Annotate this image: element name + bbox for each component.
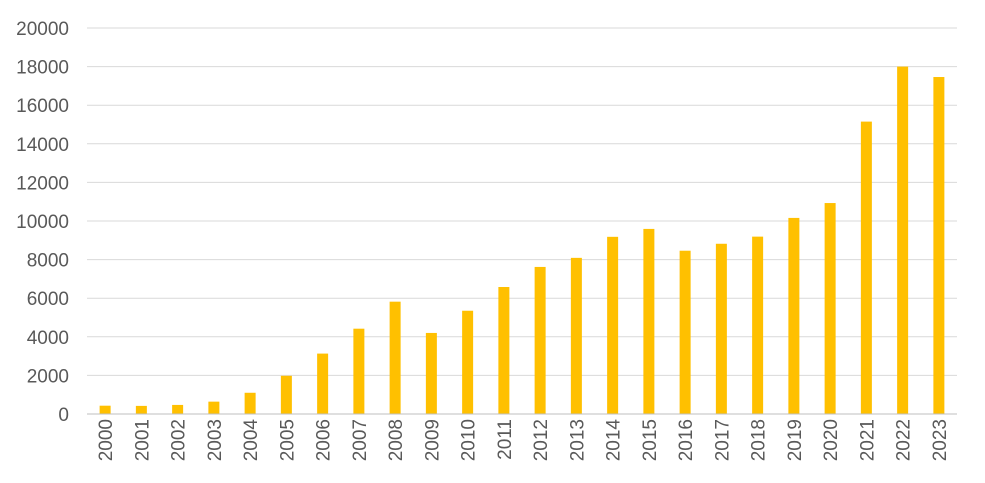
y-tick-label: 20000	[16, 19, 69, 40]
bar-2002	[172, 404, 184, 414]
y-tick-label: 4000	[27, 328, 69, 349]
bar-2006	[317, 353, 329, 414]
bar-2013	[570, 257, 582, 414]
bar-2007	[353, 328, 365, 414]
y-tick-label: 10000	[16, 212, 69, 233]
y-tick-label: 6000	[27, 289, 69, 310]
bar-2008	[389, 301, 401, 414]
bar-2015	[643, 228, 655, 414]
bar-2009	[425, 332, 437, 414]
x-tick-label: 2012	[531, 419, 552, 461]
bar-2011	[498, 287, 510, 414]
bar-2016	[679, 250, 691, 414]
bar-2004	[244, 392, 256, 414]
bar-2019	[788, 217, 800, 414]
x-tick-label: 2006	[314, 419, 335, 461]
bar-2022	[897, 66, 909, 414]
x-tick-label: 2000	[96, 419, 117, 461]
y-tick-label: 16000	[16, 96, 69, 117]
x-tick-label: 2004	[241, 419, 262, 462]
x-tick-label: 2009	[422, 419, 443, 461]
x-tick-label: 2018	[749, 419, 770, 461]
x-tick-label: 2020	[821, 419, 842, 461]
x-tick-label: 2008	[386, 419, 407, 461]
bar-2000	[99, 405, 111, 414]
x-tick-label: 2014	[604, 419, 625, 462]
bar-2005	[280, 375, 292, 414]
y-tick-label: 0	[58, 405, 69, 426]
bar-2017	[715, 243, 727, 414]
y-tick-label: 12000	[16, 173, 69, 194]
x-tick-label: 2003	[205, 419, 226, 461]
x-tick-label: 2019	[785, 419, 806, 461]
x-tick-label: 2016	[676, 419, 697, 461]
x-axis: 2000 2001 2002 2003 2004 2005 2006 2007 2008 2009…	[87, 413, 957, 462]
bar-2003	[208, 401, 220, 414]
x-tick-label: 2001	[132, 419, 153, 461]
x-tick-label: 2015	[640, 419, 661, 461]
bar-2010	[462, 310, 474, 414]
y-tick-label: 2000	[27, 366, 69, 387]
bar-2020	[824, 203, 836, 414]
x-tick-label: 2005	[277, 419, 298, 461]
bar-2021	[860, 121, 872, 414]
bar-2012	[534, 266, 546, 414]
x-tick-label: 2007	[350, 419, 371, 461]
bar-2023	[933, 77, 945, 414]
y-tick-label: 8000	[27, 251, 69, 272]
y-tick-label: 14000	[16, 135, 69, 156]
x-tick-label: 2021	[857, 419, 878, 461]
y-tick-label: 18000	[16, 58, 69, 79]
x-tick-label: 2013	[567, 419, 588, 461]
bar-2001	[135, 405, 147, 414]
y-axis: 0 2000 4000 6000 8000 10000 12000 14000 16000 180…	[16, 19, 69, 426]
bar-2014	[607, 236, 619, 414]
x-tick-label: 2010	[459, 419, 480, 461]
bar-2018	[752, 236, 764, 414]
bars	[99, 66, 945, 414]
x-tick-label: 2011	[495, 419, 516, 460]
x-tick-label: 2002	[169, 419, 190, 461]
x-tick-label: 2017	[712, 419, 733, 461]
x-tick-label: 2022	[894, 419, 915, 461]
gridlines	[87, 27, 957, 376]
x-tick-label: 2023	[930, 419, 951, 461]
